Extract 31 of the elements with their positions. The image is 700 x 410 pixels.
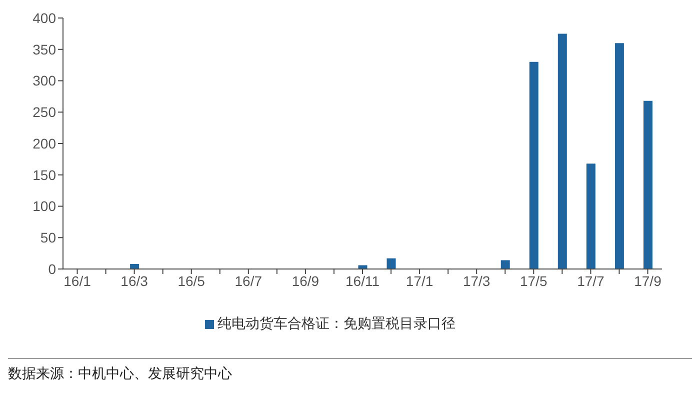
y-tick-label: 150	[32, 166, 56, 183]
x-tick-label: 17/3	[462, 272, 490, 289]
x-tick-label: 16/5	[178, 272, 206, 289]
source-note: 数据来源：中机中心、发展研究中心	[8, 365, 233, 383]
x-tick-label: 16/1	[64, 272, 92, 289]
x-tick-label: 17/5	[520, 272, 548, 289]
bar	[529, 62, 538, 269]
x-tick-label: 16/9	[292, 272, 320, 289]
bar	[643, 100, 652, 269]
y-tick-label: 100	[32, 198, 56, 214]
bar	[358, 265, 368, 269]
bar	[386, 258, 396, 269]
y-tick-label: 0	[48, 260, 56, 277]
x-tick-label: 17/9	[634, 272, 662, 289]
x-tick-label: 17/7	[577, 272, 605, 289]
x-tick-label: 16/11	[346, 272, 380, 289]
y-tick-label: 50	[40, 230, 56, 246]
x-tick-label: 16/3	[120, 272, 148, 289]
y-tick-label: 400	[32, 10, 56, 26]
legend-label: 纯电动货车合格证：免购置税目录口径	[218, 315, 456, 331]
y-tick-label: 350	[32, 41, 56, 58]
y-tick-label: 300	[32, 72, 56, 89]
bar	[130, 264, 140, 269]
x-tick-label: 17/1	[406, 272, 434, 289]
y-tick-label: 200	[32, 135, 56, 152]
bar	[500, 260, 510, 269]
x-tick-label: 16/7	[234, 272, 262, 289]
bar	[558, 34, 567, 269]
bar	[614, 43, 624, 269]
y-tick-label: 250	[32, 104, 56, 120]
bar	[586, 164, 596, 269]
